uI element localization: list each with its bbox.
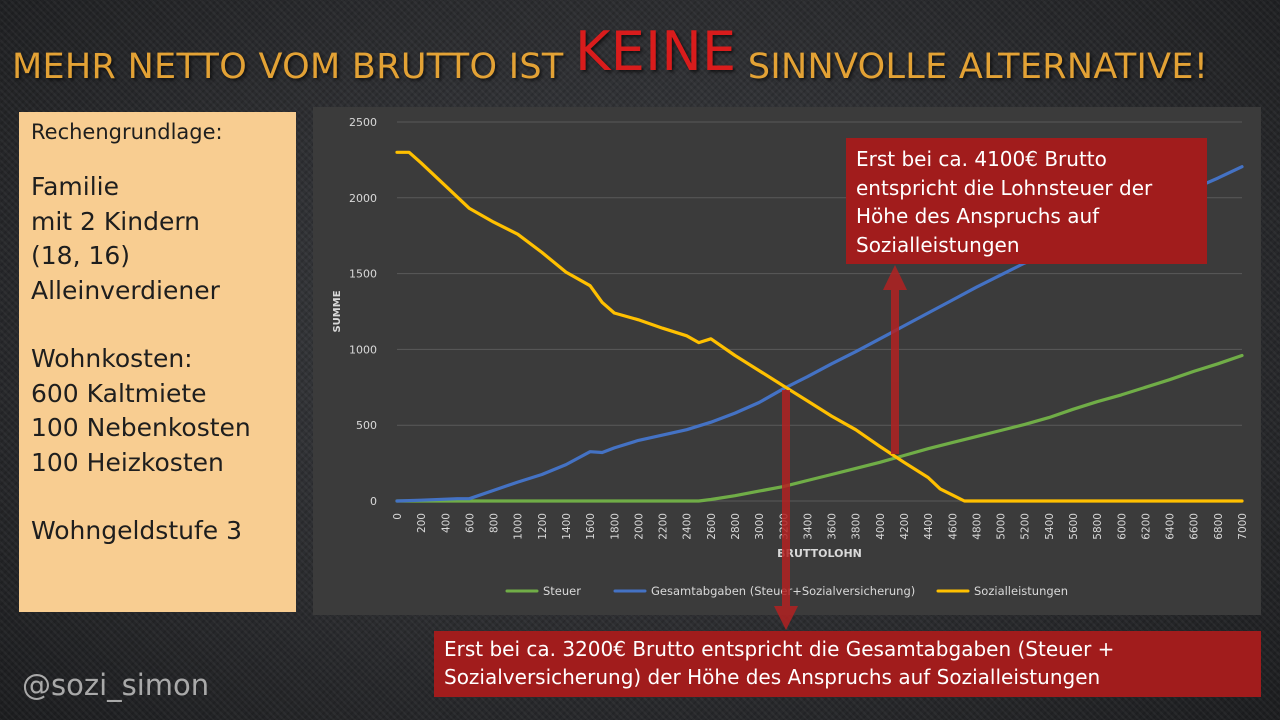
x-tick-label: 4200 bbox=[899, 513, 911, 540]
callout-lohnsteuer-4100: Erst bei ca. 4100€ Brutto entspricht die… bbox=[846, 138, 1207, 264]
page-title: MEHR NETTO VOM BRUTTO IST KEINE SINNVOLL… bbox=[12, 20, 1272, 91]
x-tick-label: 6200 bbox=[1140, 513, 1152, 540]
legend-label: Steuer bbox=[543, 584, 581, 598]
x-tick-label: 7000 bbox=[1237, 513, 1249, 540]
infobox-family-line: Familie bbox=[31, 172, 119, 201]
infobox-housing-line: 600 Kaltmiete bbox=[31, 378, 207, 408]
infobox-wohngeld-line: Wohngeldstufe 3 bbox=[31, 516, 243, 545]
x-tick-label: 4000 bbox=[875, 513, 887, 540]
x-tick-label: 5200 bbox=[1020, 513, 1032, 540]
x-tick-label: 800 bbox=[489, 513, 501, 533]
x-tick-label: 6800 bbox=[1213, 513, 1225, 540]
legend-label: Sozialleistungen bbox=[974, 584, 1068, 598]
infobox-housing-line: 100 Nebenkosten bbox=[31, 413, 251, 442]
y-tick-label: 0 bbox=[370, 495, 377, 508]
x-tick-label: 3200 bbox=[778, 513, 790, 540]
callout-line: Erst bei ca. 4100€ Brutto bbox=[856, 147, 1107, 171]
x-tick-label: 5400 bbox=[1044, 513, 1056, 540]
x-tick-label: 200 bbox=[416, 513, 428, 533]
x-tick-label: 4400 bbox=[923, 513, 935, 540]
legend: Steuer Gesamtabgaben (Steuer+Sozialversic… bbox=[505, 584, 1068, 598]
author-handle: @sozi_simon bbox=[22, 668, 210, 702]
x-tick-label: 3600 bbox=[827, 513, 839, 540]
series-line bbox=[395, 353, 1244, 503]
x-tick-label: 3400 bbox=[802, 513, 814, 540]
line-chart: 0 500 1000 1500 2000 2500 0 200 400 600 800 1000 12… bbox=[332, 116, 1249, 598]
x-tick-label: 4600 bbox=[947, 513, 959, 540]
infobox-spacer bbox=[31, 308, 284, 342]
callout-gesamtabgaben-3200: Erst bei ca. 3200€ Brutto entspricht die… bbox=[434, 631, 1261, 697]
callout-line: Erst bei ca. 3200€ Brutto entspricht die… bbox=[444, 637, 1115, 661]
y-tick-label: 1500 bbox=[349, 268, 377, 281]
x-tick-label: 2800 bbox=[730, 513, 742, 540]
callout-line: Sozialversicherung) der Höhe des Anspruc… bbox=[444, 664, 1101, 689]
x-tick-label: 1400 bbox=[561, 513, 573, 540]
x-tick-label: 2600 bbox=[706, 513, 718, 540]
x-tick-label: 6600 bbox=[1189, 513, 1201, 540]
x-tick-label: 600 bbox=[464, 513, 476, 533]
callout-line: Sozialleistungen bbox=[856, 232, 1020, 257]
infobox-family-line: mit 2 Kindern bbox=[31, 206, 201, 236]
x-tick-label: 1200 bbox=[537, 513, 549, 540]
x-tick-label: 6000 bbox=[1116, 513, 1128, 540]
x-tick-label: 2200 bbox=[658, 513, 670, 540]
infobox-housing-line: 100 Heizkosten bbox=[31, 447, 224, 477]
title-part-2: SINNVOLLE ALTERNATIVE! bbox=[736, 47, 1209, 87]
x-tick-labels: 0 200 400 600 800 1000 1200 1400 1600 1800 2000 220… bbox=[392, 513, 1249, 540]
calculation-basis-box: Rechengrundlage: Familie mit 2 Kindern (… bbox=[19, 112, 296, 612]
legend-label: Gesamtabgaben (Steuer+Sozialversicherung… bbox=[651, 584, 915, 598]
x-tick-label: 6400 bbox=[1165, 513, 1177, 540]
y-tick-label: 2000 bbox=[349, 192, 377, 205]
callout-line: Höhe des Anspruchs auf bbox=[856, 204, 1100, 228]
y-tick-label: 500 bbox=[356, 419, 377, 432]
infobox-family-line: Alleinverdiener bbox=[31, 275, 220, 305]
x-tick-label: 0 bbox=[392, 513, 404, 520]
infobox-spacer bbox=[31, 480, 284, 514]
infobox-family-line: (18, 16) bbox=[31, 241, 131, 270]
x-tick-label: 400 bbox=[440, 513, 452, 533]
title-part-1: MEHR NETTO VOM BRUTTO IST bbox=[12, 47, 575, 87]
series-line bbox=[395, 150, 1244, 503]
x-axis-label: BRUTTOLOHN bbox=[777, 547, 862, 560]
x-tick-label: 1800 bbox=[609, 513, 621, 540]
x-tick-label: 3000 bbox=[754, 513, 766, 540]
x-tick-label: 5000 bbox=[996, 513, 1008, 540]
infobox-heading: Rechengrundlage: bbox=[31, 120, 223, 144]
callout-line: entspricht die Lohnsteuer der bbox=[856, 175, 1153, 200]
title-highlight: KEINE bbox=[575, 20, 737, 83]
x-tick-label: 3800 bbox=[851, 513, 863, 540]
y-tick-label: 2500 bbox=[349, 116, 377, 129]
x-tick-label: 5800 bbox=[1092, 513, 1104, 540]
x-tick-label: 1600 bbox=[585, 513, 597, 540]
y-axis-label: SUMME bbox=[332, 290, 343, 332]
x-tick-label: 4800 bbox=[971, 513, 983, 540]
infobox-housing-line: Wohnkosten: bbox=[31, 344, 193, 373]
y-tick-labels: 0 500 1000 1500 2000 2500 bbox=[349, 116, 377, 508]
x-tick-label: 2400 bbox=[682, 513, 694, 540]
x-tick-label: 1000 bbox=[513, 513, 525, 540]
y-tick-label: 1000 bbox=[349, 343, 377, 356]
x-tick-label: 5600 bbox=[1068, 513, 1080, 540]
x-tick-label: 2000 bbox=[633, 513, 645, 540]
